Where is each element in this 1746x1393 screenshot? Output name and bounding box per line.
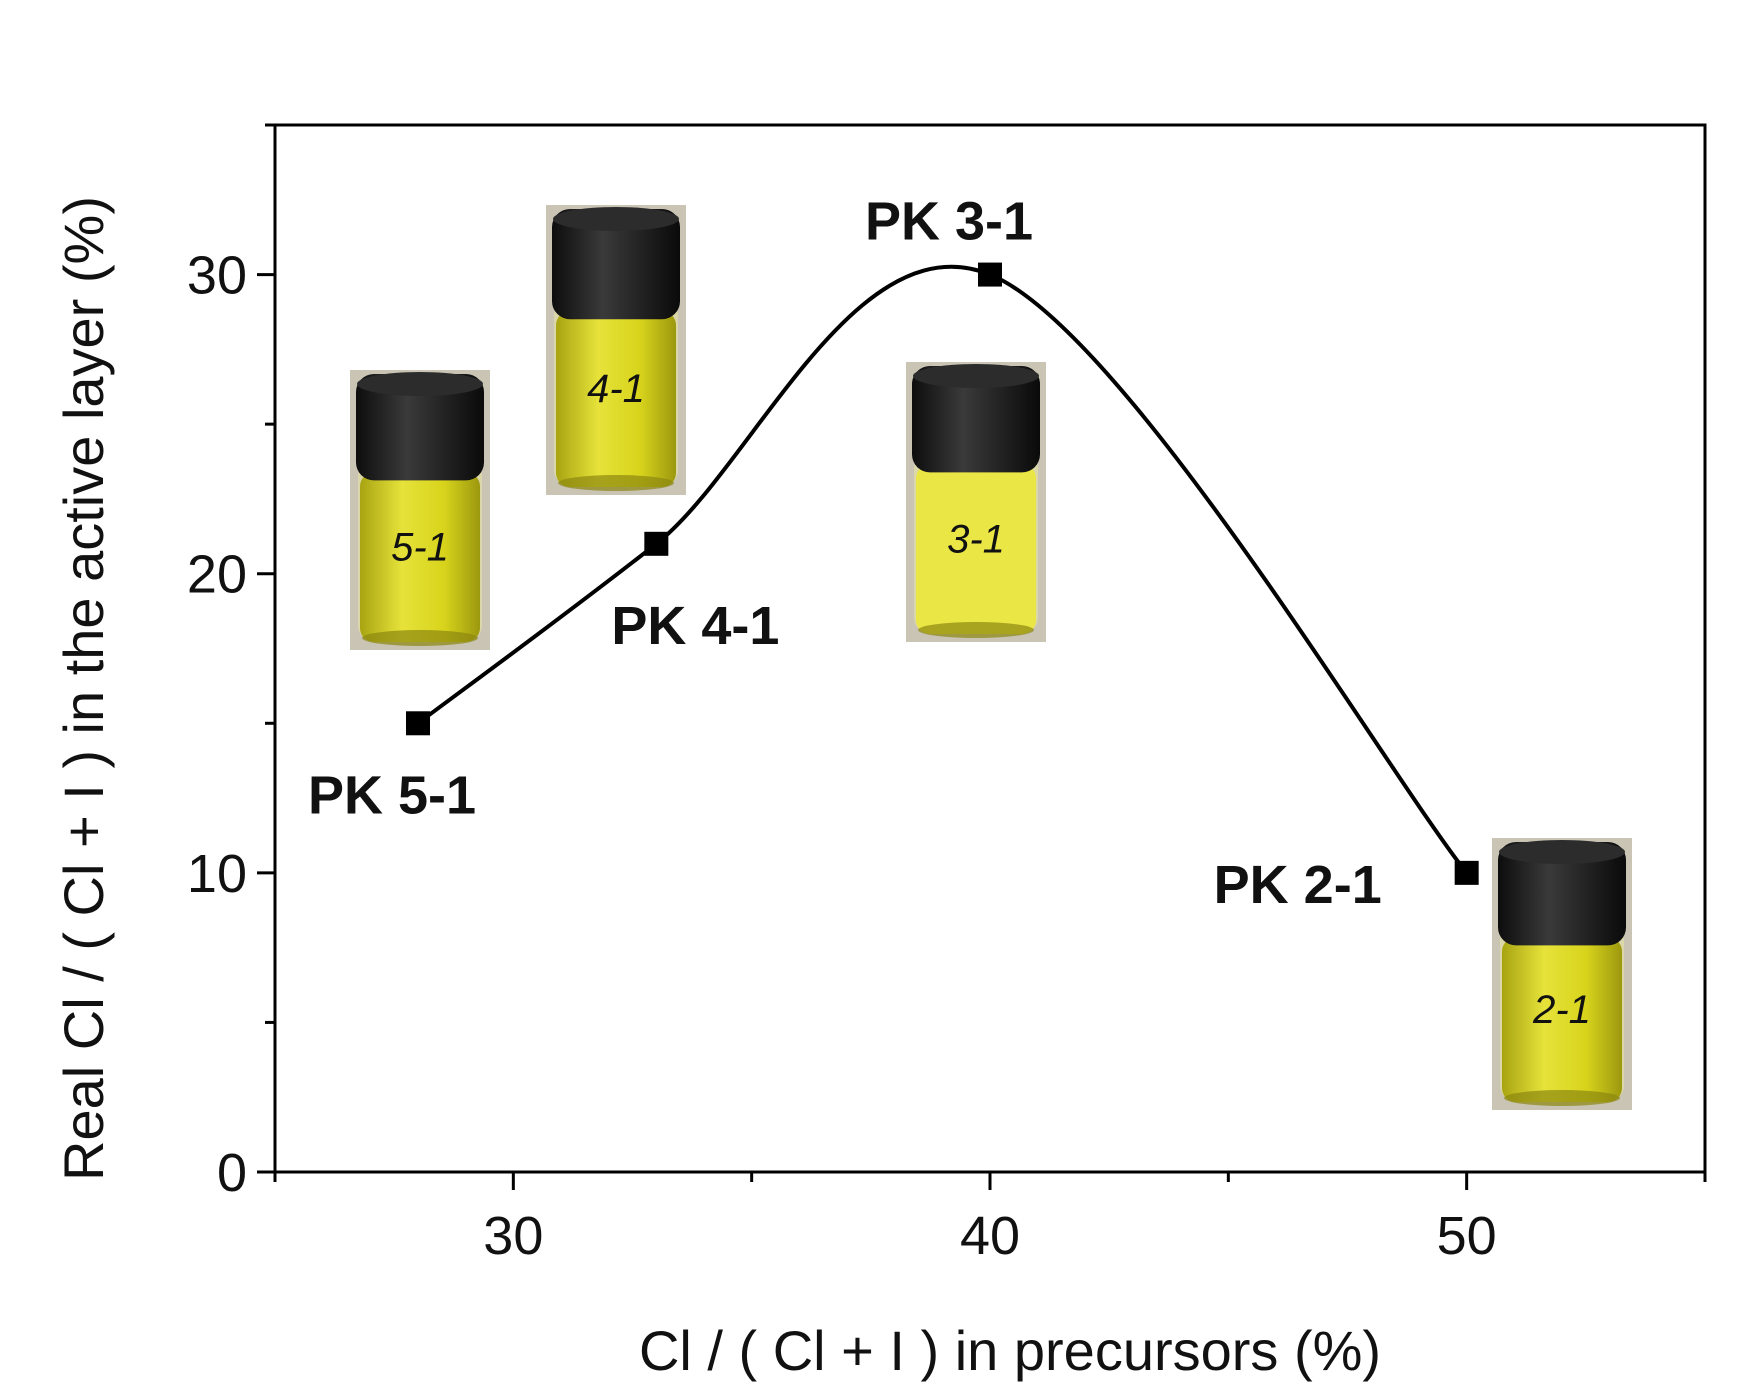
axis-ticks xyxy=(257,123,1707,1190)
vial-liquid xyxy=(916,464,1036,634)
vial-cap-top xyxy=(913,364,1039,388)
y-tick-label: 0 xyxy=(217,1143,247,1203)
vial-photo: 3-1 xyxy=(906,362,1046,642)
vial-handwritten-label: 4-1 xyxy=(587,367,645,411)
vial-photo: 4-1 xyxy=(546,205,686,495)
point-labels: PK 5-1 PK 4-1 PK 3-1 PK 2-1 xyxy=(308,192,1382,915)
vial-handwritten-label: 3-1 xyxy=(947,517,1005,561)
data-point xyxy=(406,711,430,736)
vial-handwritten-label: 5-1 xyxy=(391,525,449,569)
data-point xyxy=(1454,860,1479,885)
y-tick-label: 30 xyxy=(187,246,247,306)
y-tick-label: 20 xyxy=(187,545,247,605)
point-label-pk-4-1: PK 4-1 xyxy=(611,596,779,656)
vial-photos: 5-1 4-1 3-1 2-1 xyxy=(350,205,1632,1110)
x-tick-label: 30 xyxy=(483,1206,543,1266)
vial-handwritten-label: 2-1 xyxy=(1532,988,1591,1032)
y-tick-labels: 0 10 20 30 xyxy=(187,246,247,1203)
x-tick-label: 40 xyxy=(960,1206,1020,1266)
vial-bottom xyxy=(558,475,674,491)
vial-cap-top xyxy=(553,207,679,231)
vial-photo: 5-1 xyxy=(350,370,490,650)
vial-bottom xyxy=(1504,1090,1620,1106)
point-label-pk-2-1: PK 2-1 xyxy=(1214,855,1382,915)
x-tick-label: 50 xyxy=(1437,1206,1497,1266)
y-axis-title: Real Cl / ( Cl + I ) in the active layer… xyxy=(52,196,115,1181)
vial-cap-top xyxy=(357,372,483,396)
x-tick-labels: 30 40 50 xyxy=(483,1206,1496,1266)
vial-bottom xyxy=(918,622,1034,638)
vial-photo: 2-1 xyxy=(1492,838,1632,1110)
series-line xyxy=(416,264,1469,875)
vial-cap xyxy=(912,366,1040,473)
x-axis-title: Cl / ( Cl + I ) in precursors (%) xyxy=(639,1319,1381,1382)
vial-cap xyxy=(356,374,484,481)
vial-bottom xyxy=(362,630,478,646)
vial-liquid xyxy=(556,311,676,487)
vial-cap xyxy=(552,209,680,320)
vial-liquid xyxy=(360,472,480,642)
y-tick-label: 10 xyxy=(187,844,247,904)
point-label-pk-3-1: PK 3-1 xyxy=(865,192,1033,252)
data-point xyxy=(644,531,669,556)
point-label-pk-5-1: PK 5-1 xyxy=(308,765,476,825)
series-markers xyxy=(406,262,1479,885)
vial-liquid xyxy=(1502,937,1622,1102)
vial-cap-top xyxy=(1499,840,1625,864)
vial-cap xyxy=(1498,842,1626,946)
data-point xyxy=(978,262,1002,287)
